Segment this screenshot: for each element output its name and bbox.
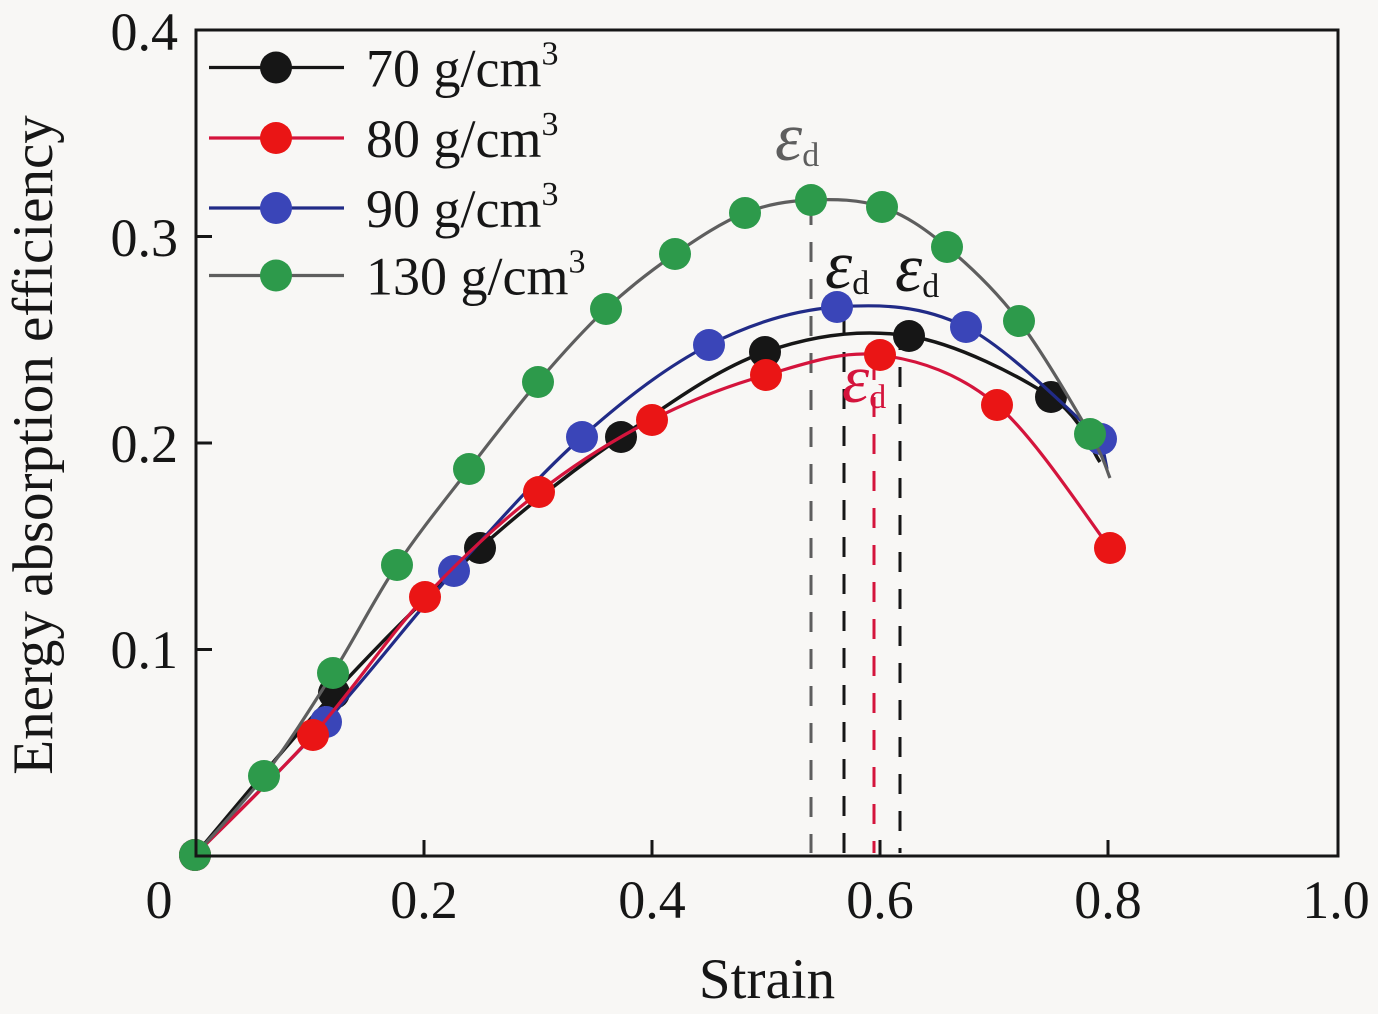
svg-text:0.2: 0.2	[390, 870, 458, 930]
svg-text:90 g/cm3: 90 g/cm3	[366, 176, 558, 239]
svg-text:0.3: 0.3	[111, 208, 179, 268]
svg-text:0.2: 0.2	[111, 414, 179, 474]
svg-text:1.0: 1.0	[1302, 870, 1370, 930]
svg-text:130 g/cm3: 130 g/cm3	[366, 244, 585, 307]
svg-text:0.8: 0.8	[1074, 870, 1142, 930]
svg-text:0.4: 0.4	[111, 2, 179, 62]
svg-text:70 g/cm3: 70 g/cm3	[366, 36, 558, 99]
svg-text:εd: εd	[775, 99, 819, 175]
svg-text:80 g/cm3: 80 g/cm3	[366, 106, 558, 169]
svg-text:0: 0	[146, 870, 173, 930]
svg-text:0.1: 0.1	[111, 620, 179, 680]
svg-text:Energy absorption efficiency: Energy absorption efficiency	[2, 115, 65, 775]
svg-text:Strain: Strain	[699, 948, 835, 1011]
svg-text:0.4: 0.4	[618, 870, 686, 930]
svg-text:0.6: 0.6	[846, 870, 914, 930]
